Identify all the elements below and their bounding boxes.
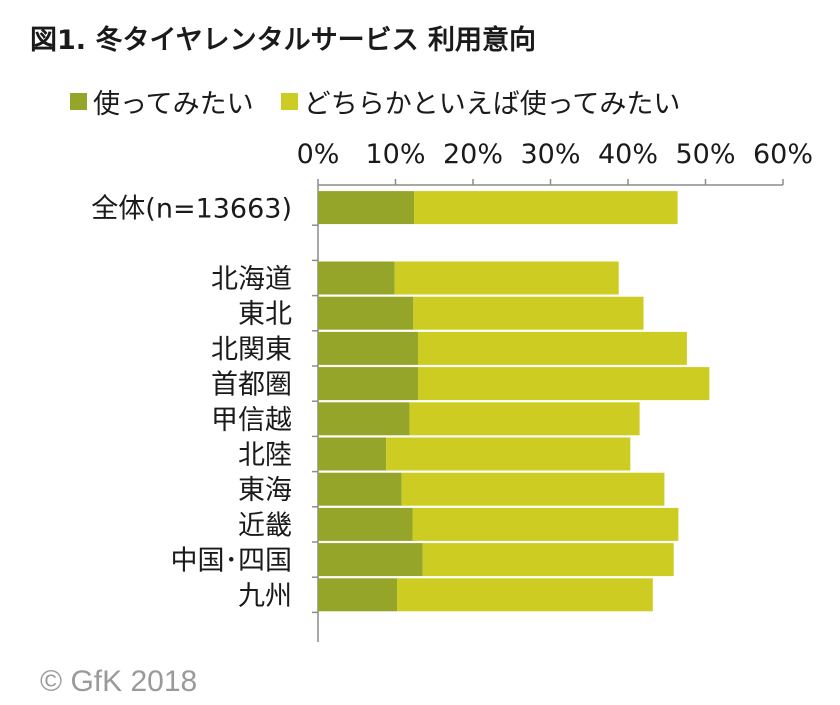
x-tick-label: 60% — [753, 139, 813, 170]
legend-label-series-1: 使ってみたい — [93, 89, 254, 120]
bar-segment-series-2 — [422, 543, 674, 577]
category-label: 全体(n=13663) — [91, 194, 292, 225]
copyright-text: © GfK 2018 — [40, 665, 198, 698]
x-tick-label: 0% — [297, 139, 340, 170]
bar-segment-series-1 — [318, 543, 423, 577]
category-label: 近畿 — [238, 510, 292, 541]
bar-segment-series-1 — [318, 402, 410, 436]
chart-legend: 使ってみたい どちらかといえば使ってみたい — [70, 82, 702, 120]
legend-swatch-series-2 — [280, 93, 298, 110]
bar-segment-series-2 — [386, 437, 631, 471]
bar-segment-series-1 — [318, 472, 402, 506]
x-tick-label: 50% — [675, 139, 735, 170]
bar-segment-series-2 — [401, 472, 665, 506]
category-label: 東北 — [238, 299, 292, 330]
bar-segment-series-1 — [318, 578, 398, 612]
bar-segment-series-2 — [413, 296, 644, 330]
bar-segment-series-2 — [394, 261, 619, 295]
bar-segment-series-2 — [417, 367, 710, 401]
legend-item-series-1: 使ってみたい — [70, 82, 254, 121]
bar-segment-series-2 — [409, 402, 640, 436]
category-label: 北関東 — [211, 334, 292, 365]
category-label: 首都圏 — [211, 370, 292, 401]
category-label: 甲信越 — [211, 405, 292, 436]
category-label: 中国･四国 — [171, 546, 293, 577]
legend-item-series-2: どちらかといえば使ってみたい — [280, 82, 681, 121]
category-label: 北海道 — [211, 264, 292, 295]
x-tick-label: 20% — [443, 139, 503, 170]
x-tick-label: 40% — [598, 139, 658, 170]
category-label: 北陸 — [238, 440, 292, 471]
bar-segment-series-1 — [318, 191, 415, 225]
bar-segment-series-1 — [318, 437, 387, 471]
category-label: 東海 — [238, 475, 292, 506]
bar-segment-series-2 — [397, 578, 653, 612]
bar-segment-series-1 — [318, 367, 418, 401]
category-label: 九州 — [238, 581, 292, 612]
legend-swatch-series-1 — [70, 93, 87, 110]
bar-segment-series-1 — [318, 331, 418, 365]
page-title: 図1. 冬タイヤレンタルサービス 利用意向 — [30, 25, 537, 56]
bar-segment-series-1 — [318, 296, 414, 330]
bar-segment-series-2 — [414, 191, 678, 225]
bar-segment-series-2 — [417, 331, 687, 365]
bar-segment-series-1 — [318, 261, 395, 295]
x-tick-label: 10% — [365, 139, 425, 170]
bar-segment-series-1 — [318, 507, 413, 541]
bar-segment-series-2 — [412, 507, 679, 541]
x-tick-label: 30% — [520, 139, 580, 170]
legend-label-series-2: どちらかといえば使ってみたい — [303, 89, 681, 120]
